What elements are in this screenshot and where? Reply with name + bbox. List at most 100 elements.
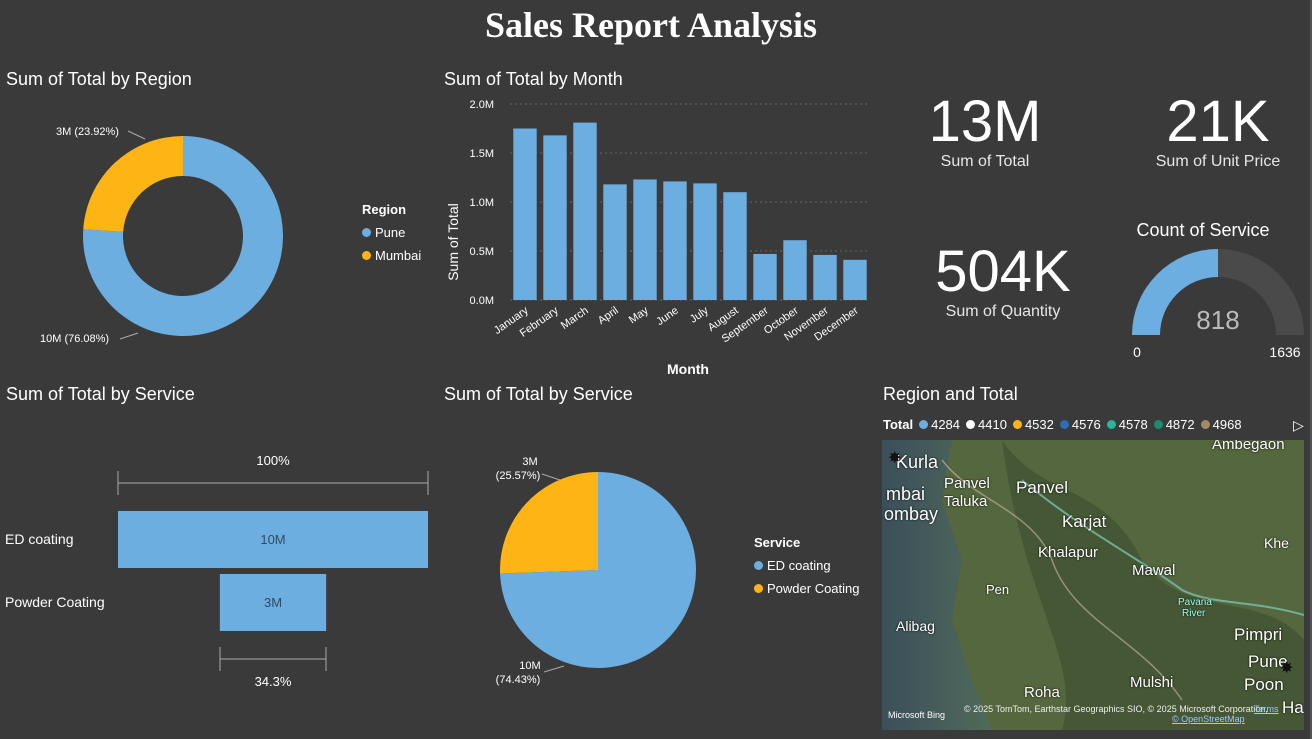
map-legend-item[interactable]: 4410 — [966, 417, 1007, 432]
gauge-value: 818 — [1196, 305, 1239, 335]
bar-january[interactable] — [513, 128, 537, 301]
map-legend-item[interactable]: 4284 — [919, 417, 960, 432]
legend-label-powder-coating: Powder Coating — [767, 581, 860, 596]
map-legend-dot — [966, 420, 976, 429]
map-sea — [882, 440, 992, 730]
service-pie-title: Sum of Total by Service — [444, 384, 633, 404]
map-legend-dot — [1153, 420, 1163, 429]
map-view[interactable]: Kurla mbai ombay Panvel Taluka Panvel Karjat Kh… — [882, 440, 1304, 730]
gauge-title: Count of Service — [1136, 220, 1270, 240]
donut-leader-pune — [119, 332, 139, 340]
map-hills — [1002, 440, 1304, 730]
map-place-label: Panvel — [1016, 478, 1068, 497]
month-bar-ylabel: Sum of Total — [445, 203, 461, 281]
map-legend-item[interactable]: 4968 — [1200, 417, 1242, 432]
x-tick-label: April — [596, 305, 621, 327]
kpi-unit-price-value: 21K — [1166, 89, 1270, 154]
gauge-max: 1636 — [1269, 344, 1300, 360]
map-place-label: Panvel — [944, 475, 990, 492]
map-place-label: Pimpri — [1234, 625, 1283, 644]
bar-november[interactable] — [813, 254, 837, 300]
legend-item-mumbai[interactable]: Mumbai — [362, 248, 421, 263]
map-legend-dot — [1106, 420, 1116, 429]
funnel-row-label: Powder Coating — [5, 594, 105, 610]
map-brand: Microsoft Bing — [888, 710, 946, 720]
map-place-label: Roha — [1024, 684, 1060, 701]
legend-item-ed-coating[interactable]: ED coating — [754, 558, 860, 573]
map-marker-pune-icon[interactable]: ✸ — [1280, 660, 1294, 677]
map-legend-value: 4410 — [978, 417, 1007, 432]
map-legend-next-icon[interactable]: ▷ — [1293, 417, 1304, 433]
legend-dot-powder-coating — [754, 584, 763, 593]
map-terrain — [882, 440, 1304, 730]
funnel-bar-0[interactable] — [118, 511, 428, 568]
pie-slice-powder-coating[interactable] — [500, 472, 598, 574]
y-tick-label: 1.0M — [470, 197, 494, 209]
legend-item-powder-coating[interactable]: Powder Coating — [754, 581, 860, 596]
pie-slice-ed-coating[interactable] — [500, 472, 696, 668]
map-terms-link[interactable]: Terms — [1254, 704, 1279, 714]
pie-label-powder-pct: (25.57%) — [496, 470, 541, 482]
map-title: Region and Total — [883, 384, 1018, 404]
map-legend-item[interactable]: 4532 — [1012, 417, 1054, 432]
bar-february[interactable] — [543, 135, 567, 300]
map-legend-value: 4284 — [931, 417, 961, 432]
pie-label-ed-pct: (74.43%) — [496, 674, 541, 686]
kpi-total-label: Sum of Total — [940, 153, 1030, 170]
bar-april[interactable] — [603, 184, 627, 300]
donut-slice-pune[interactable] — [82, 136, 283, 336]
x-tick-label: May — [627, 304, 651, 326]
donut-slice-mumbai[interactable] — [83, 136, 183, 232]
legend-label-mumbai: Mumbai — [375, 248, 422, 263]
map-place-label: Mulshi — [1130, 674, 1174, 691]
map-place-label: Hav — [1282, 698, 1304, 717]
service-funnel-chart[interactable]: 100% 10M ED coating 3M Powder Coating 34.3% — [0, 445, 440, 695]
map-place-label: Mawal — [1132, 562, 1176, 579]
bar-july[interactable] — [693, 183, 717, 300]
map-place-label: Khe — [1264, 535, 1289, 551]
map-legend-item[interactable]: 4576 — [1059, 417, 1101, 432]
map-road — [941, 459, 1183, 701]
map-legend-dot — [1059, 420, 1069, 429]
funnel-bottom-pct: 34.3% — [255, 674, 292, 689]
bar-october[interactable] — [783, 240, 807, 300]
page-border — [1310, 0, 1312, 739]
service-legend-title: Service — [754, 535, 801, 550]
region-donut-title: Sum of Total by Region — [6, 69, 192, 89]
kpi-quantity-value: 504K — [935, 239, 1071, 304]
bar-june[interactable] — [663, 181, 687, 300]
kpi-quantity-label: Sum of Quantity — [945, 303, 1061, 320]
map-place-label: ombay — [884, 504, 939, 524]
funnel-bar-value: 10M — [260, 532, 285, 547]
bar-august[interactable] — [723, 192, 747, 300]
map-place-label: mbai — [886, 484, 926, 504]
service-pie-chart[interactable]: 3M (25.57%) 10M (74.43%) — [440, 410, 760, 700]
y-tick-label: 0.0M — [470, 295, 494, 307]
gauge-min: 0 — [1133, 344, 1141, 360]
bar-december[interactable] — [843, 259, 867, 300]
map-osm-link[interactable]: © OpenStreetMap — [1172, 714, 1245, 724]
kpi-unit-price-label: Sum of Unit Price — [1155, 153, 1281, 170]
map-marker-mumbai-icon[interactable]: ✸ — [888, 450, 902, 467]
map-place-label: Pavana — [1178, 597, 1212, 608]
legend-item-pune[interactable]: Pune — [362, 225, 421, 240]
map-legend-value: 4532 — [1024, 417, 1054, 432]
region-donut-chart[interactable]: 10M (76.08%) 3M (23.92%) — [0, 95, 440, 365]
map-place-label: Ambegaon — [1212, 440, 1285, 453]
funnel-top-pct: 100% — [256, 453, 290, 468]
funnel-bar-value: 3M — [264, 595, 282, 610]
bar-september[interactable] — [753, 253, 777, 300]
bar-may[interactable] — [633, 179, 657, 300]
service-funnel-title: Sum of Total by Service — [6, 384, 195, 404]
map-legend-value: 4576 — [1071, 417, 1101, 432]
map-legend-item[interactable]: 4578 — [1106, 417, 1148, 432]
x-tick-label: June — [654, 305, 680, 329]
report-title: Sales Report Analysis — [484, 5, 818, 45]
month-bar-chart[interactable]: 0.0M0.5M1.0M1.5M2.0M JanuaryFebruaryMarc… — [440, 92, 880, 382]
map-legend-item[interactable]: 4872 — [1153, 417, 1195, 432]
bar-march[interactable] — [573, 122, 597, 301]
map-legend-dot — [1200, 420, 1210, 429]
funnel-bar-1[interactable] — [219, 574, 327, 631]
gauge-chart[interactable]: 818 0 1636 — [1120, 245, 1310, 365]
map-place-label: Pen — [986, 582, 1010, 597]
